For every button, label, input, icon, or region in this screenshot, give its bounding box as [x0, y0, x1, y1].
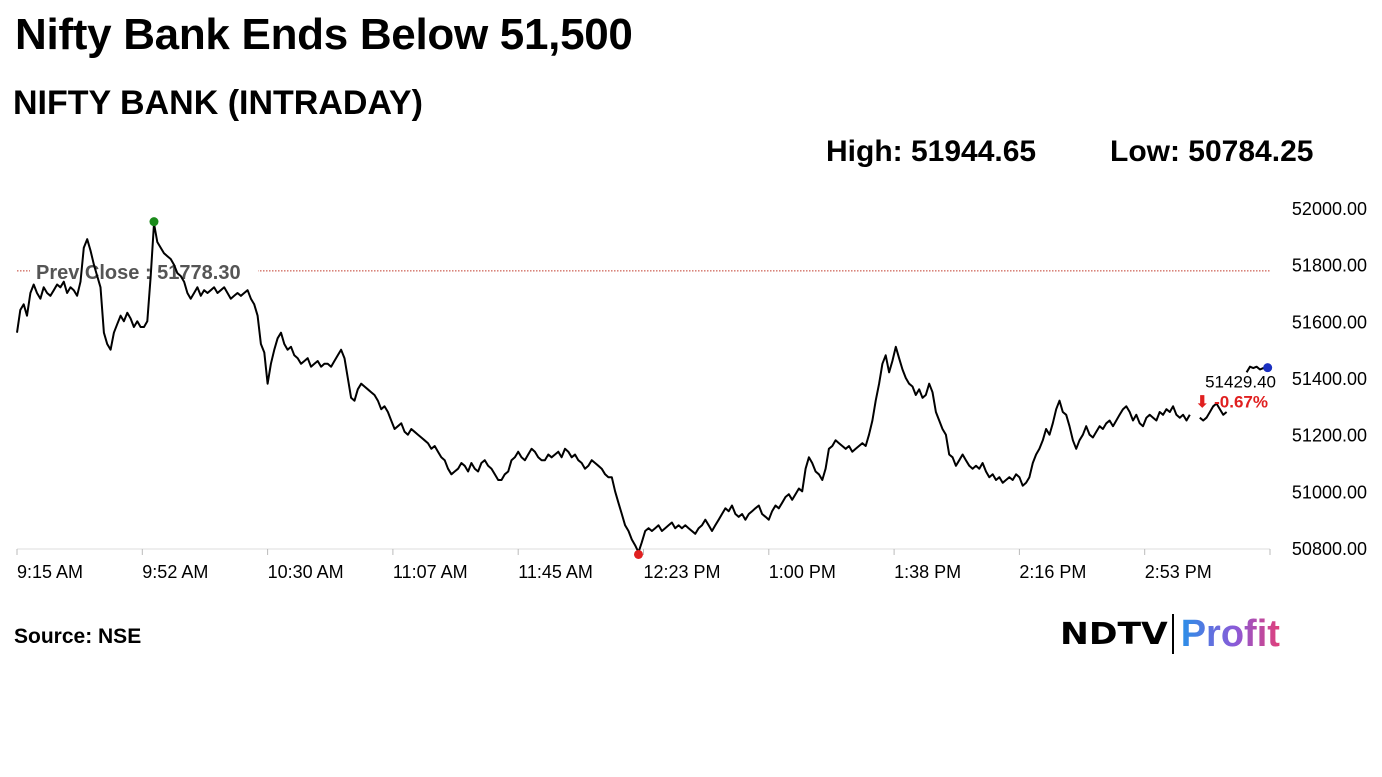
last-value-label: 51429.40 — [1205, 373, 1276, 392]
y-tick-label: 51000.00 — [1292, 482, 1367, 502]
x-tick-label: 11:07 AM — [393, 562, 468, 582]
high-marker — [149, 217, 159, 227]
ndtv-profit-logo: NDTV Profit — [1060, 610, 1280, 658]
change-percent-label: ⬇ -0.67% — [1195, 393, 1268, 412]
logo-profit-text: Profit — [1180, 612, 1280, 655]
x-tick-label: 9:15 AM — [17, 562, 83, 582]
y-tick-label: 51800.00 — [1292, 256, 1367, 276]
x-tick-label: 9:52 AM — [142, 562, 208, 582]
logo-ndtv-text: NDTV — [1060, 616, 1168, 652]
chart-subtitle: NIFTY BANK (INTRADAY) — [13, 84, 423, 122]
y-tick-label: 51200.00 — [1292, 426, 1367, 446]
y-tick-label: 51600.00 — [1292, 312, 1367, 332]
y-axis: 52000.00 51800.00 51600.00 51400.00 51200.00… — [1292, 199, 1367, 559]
y-tick-label: 52000.00 — [1292, 199, 1367, 219]
y-tick-label: 50800.00 — [1292, 539, 1367, 559]
high-value: High: 51944.65 — [826, 135, 1037, 168]
price-line-segment-1 — [16, 222, 1191, 554]
x-tick-label: 1:38 PM — [894, 562, 961, 582]
low-marker — [633, 549, 643, 559]
x-tick-label: 11:45 AM — [518, 562, 593, 582]
x-tick-label: 1:00 PM — [769, 562, 836, 582]
low-value: Low: 50784.25 — [1110, 135, 1314, 168]
prev-close-label-bg — [30, 259, 258, 282]
y-tick-label: 51400.00 — [1292, 369, 1367, 389]
logo-divider — [1171, 614, 1174, 654]
price-line-segment-2 — [1199, 402, 1228, 422]
x-tick-label: 10:30 AM — [268, 562, 344, 582]
x-tick-label: 2:16 PM — [1019, 562, 1086, 582]
x-axis: 9:15 AM 9:52 AM 10:30 AM 11:07 AM 11:45 AM 12… — [16, 548, 1271, 582]
prev-close-label: Prev Close : 51778.30 — [36, 262, 241, 284]
headline: Nifty Bank Ends Below 51,500 — [15, 10, 633, 59]
x-tick-label: 12:23 PM — [644, 562, 721, 582]
source-note: Source: NSE — [14, 625, 142, 648]
last-marker — [1263, 363, 1273, 373]
x-tick-label: 2:53 PM — [1145, 562, 1212, 582]
intraday-line-chart: 52000.00 51800.00 51600.00 51400.00 51200.00… — [16, 199, 1367, 582]
